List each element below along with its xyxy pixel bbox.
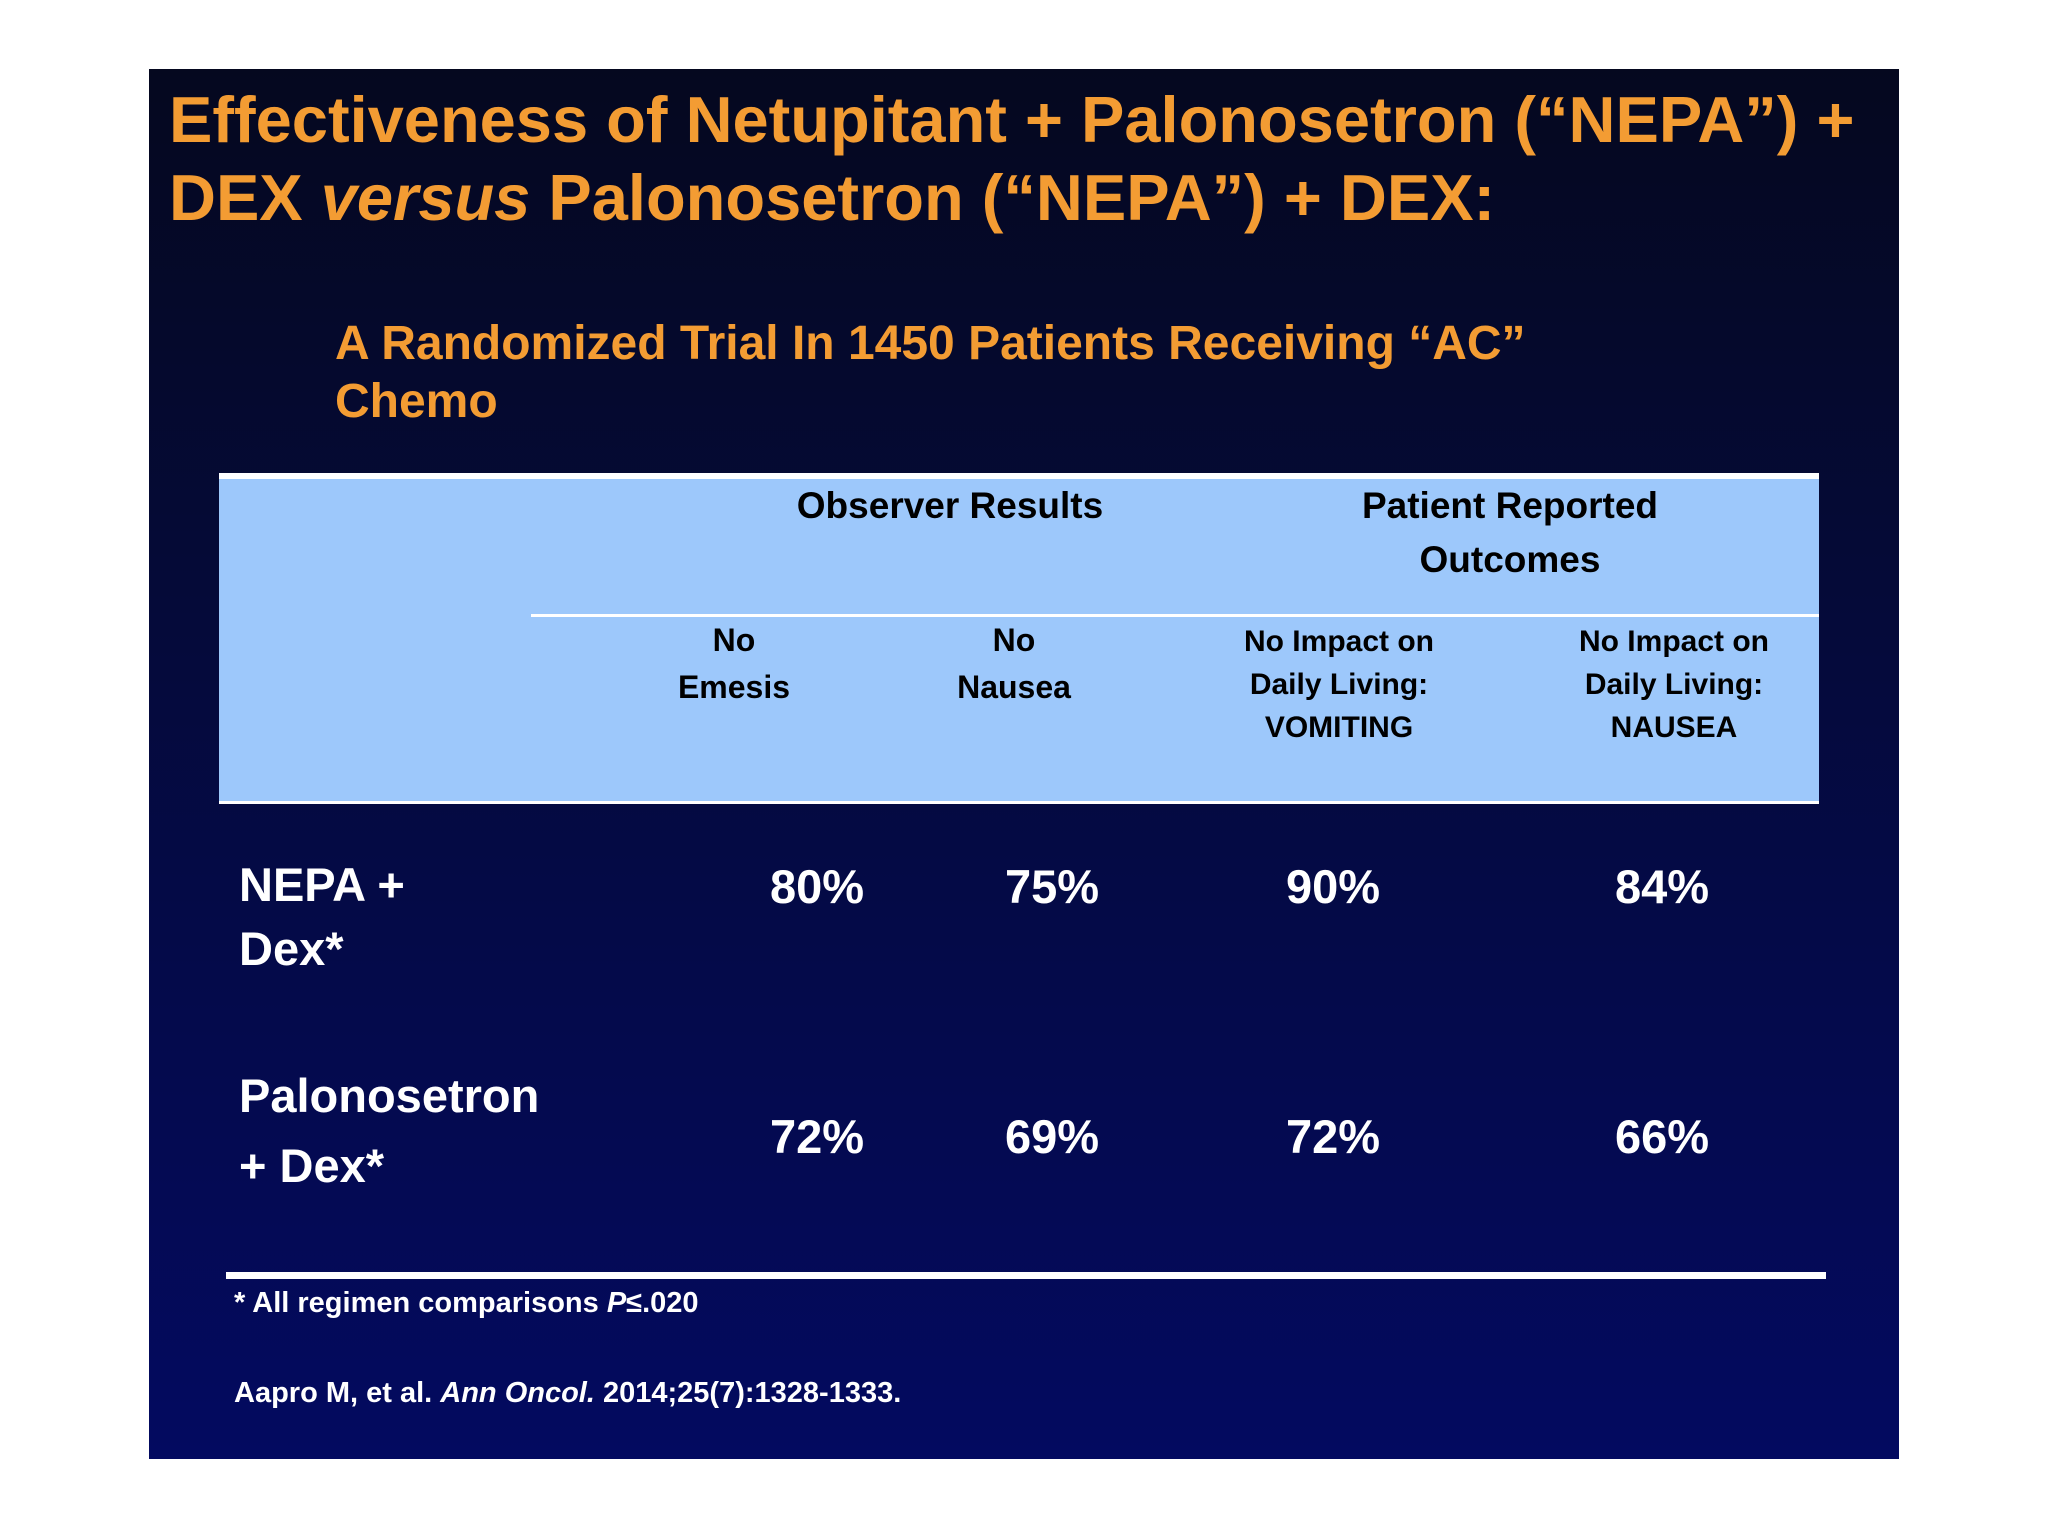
cell-nepa-no-emesis: 80% bbox=[769, 860, 865, 913]
citation-prefix: Aapro M, et al. bbox=[234, 1377, 441, 1409]
title-italic: versus bbox=[320, 161, 531, 234]
footnote: * All regimen comparisons P≤.020 bbox=[234, 1287, 699, 1320]
footnote-prefix: * All regimen comparisons bbox=[234, 1287, 607, 1319]
title-part-2: Palonosetron (“NEPA”) + DEX: bbox=[530, 161, 1496, 234]
slide: Effectiveness of Netupitant + Palonosetr… bbox=[149, 69, 1899, 1459]
cell-nepa-daily-nausea: 84% bbox=[1614, 860, 1710, 913]
footnote-p-value-symbol: P bbox=[606, 1287, 627, 1319]
cell-palo-daily-nausea: 66% bbox=[1614, 1110, 1710, 1163]
cell-nepa-no-nausea: 75% bbox=[1004, 860, 1100, 913]
slide-title: Effectiveness of Netupitant + Palonosetr… bbox=[169, 81, 1889, 237]
column-header-daily-living-nausea: No Impact on Daily Living: NAUSEA bbox=[1578, 625, 1769, 744]
citation-suffix: 2014;25(7):1328-1333. bbox=[594, 1377, 902, 1409]
row-label-palonosetron-dex: Palonosetron + Dex* bbox=[239, 1069, 540, 1192]
table-header-box bbox=[219, 473, 1819, 804]
column-header-daily-living-vomiting: No Impact on Daily Living: VOMITING bbox=[1243, 625, 1434, 744]
group-header-patient: Patient Reported Outcomes bbox=[1361, 485, 1659, 580]
cell-nepa-daily-vomiting: 90% bbox=[1285, 860, 1381, 913]
citation: Aapro M, et al. Ann Oncol. 2014;25(7):13… bbox=[234, 1377, 901, 1410]
cell-palo-daily-vomiting: 72% bbox=[1285, 1110, 1381, 1163]
footnote-suffix: ≤.020 bbox=[626, 1287, 699, 1319]
table-bottom-rule bbox=[226, 1272, 1826, 1279]
cell-palo-no-emesis: 72% bbox=[769, 1110, 865, 1163]
header-divider bbox=[531, 614, 1819, 617]
cell-palo-no-nausea: 69% bbox=[1004, 1110, 1100, 1163]
citation-journal: Ann Oncol. bbox=[440, 1377, 595, 1409]
slide-subtitle: A Randomized Trial In 1450 Patients Rece… bbox=[335, 317, 1526, 428]
row-label-nepa-dex: NEPA + Dex* bbox=[239, 858, 405, 975]
column-header-no-emesis: No Emesis bbox=[677, 622, 791, 705]
group-header-observer: Observer Results bbox=[796, 485, 1104, 526]
title-part-1: Effectiveness of Netupitant + Palonosetr… bbox=[169, 83, 1855, 234]
column-header-no-nausea: No Nausea bbox=[957, 622, 1071, 705]
